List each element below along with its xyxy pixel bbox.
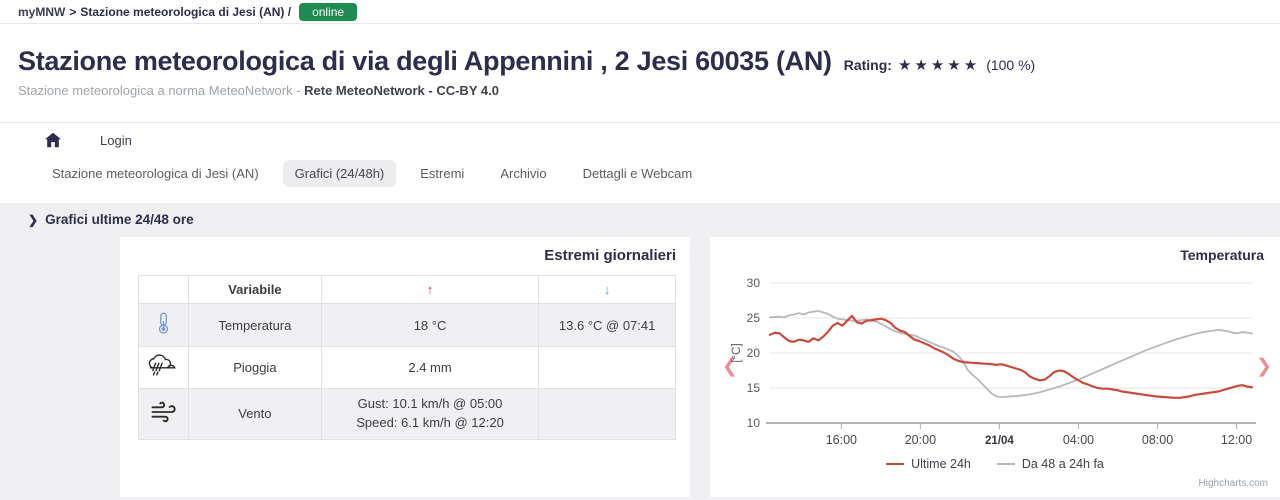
chart-title: Temperatura bbox=[1180, 247, 1264, 263]
min-value bbox=[538, 346, 676, 389]
variable-name: Temperatura bbox=[187, 303, 322, 347]
svg-text:25: 25 bbox=[747, 311, 761, 325]
tab-3[interactable]: Archivio bbox=[500, 166, 547, 181]
table-row: Vento Gust: 10.1 km/h @ 05:00 Speed: 6.1 k… bbox=[138, 388, 676, 440]
section-header[interactable]: ❯ Grafici ultime 24/48 ore bbox=[0, 203, 1280, 227]
legend-item-1[interactable]: Da 48 a 24h fa bbox=[996, 457, 1104, 471]
thermometer-icon bbox=[154, 312, 173, 340]
legend-item-0[interactable]: Ultime 24h bbox=[886, 457, 971, 471]
content-section: ❯ Grafici ultime 24/48 ore Estremi giorn… bbox=[0, 203, 1280, 500]
svg-text:08:00: 08:00 bbox=[1142, 433, 1173, 447]
column-header-variable: Variabile bbox=[187, 275, 322, 304]
breadcrumb-station[interactable]: Stazione meteorologica di Jesi (AN) / bbox=[80, 4, 292, 19]
rating-stars-icon: ★★★★★ bbox=[897, 57, 981, 74]
svg-text:20: 20 bbox=[747, 346, 761, 360]
svg-text:12:00: 12:00 bbox=[1221, 433, 1252, 447]
legend-line-icon bbox=[886, 463, 905, 465]
legend-label: Da 48 a 24h fa bbox=[1021, 457, 1104, 471]
breadcrumb-app[interactable]: myMNW bbox=[18, 4, 66, 19]
legend-label: Ultime 24h bbox=[911, 457, 971, 471]
tab-1[interactable]: Grafici (24/48h) bbox=[282, 160, 397, 187]
table-row: Pioggia 2.4 mm bbox=[138, 346, 676, 389]
extremes-table: Variabile ↑ ↓ Temperatura 18 °C 13.6 °C @ … bbox=[138, 275, 676, 440]
max-value: 2.4 mm bbox=[320, 346, 540, 389]
table-row: Temperatura 18 °C 13.6 °C @ 07:41 bbox=[138, 303, 676, 347]
min-value bbox=[538, 388, 676, 440]
svg-text:20:00: 20:00 bbox=[905, 433, 936, 447]
daily-extremes-panel: Estremi giornalieri Variabile ↑ ↓ Temper… bbox=[120, 237, 690, 497]
section-title: Grafici ultime 24/48 ore bbox=[45, 212, 194, 227]
rating-label: Rating: bbox=[843, 57, 892, 73]
max-value: Gust: 10.1 km/h @ 05:00 Speed: 6.1 km/h @… bbox=[320, 388, 540, 440]
temperature-chart-panel: Temperatura ❮ ❯ 10 15 20 25 30 16:00 20:00 21/0… bbox=[710, 237, 1280, 497]
svg-text:16:00: 16:00 bbox=[826, 433, 857, 447]
wind-icon bbox=[149, 402, 177, 429]
home-icon[interactable] bbox=[44, 132, 62, 148]
min-value: 13.6 °C @ 07:41 bbox=[538, 303, 676, 347]
tab-bar: Stazione meteorologica di Jesi (AN) Grafi… bbox=[0, 152, 1280, 197]
rating-value: (100 %) bbox=[986, 57, 1036, 73]
chart-prev-arrow[interactable]: ❮ bbox=[722, 356, 738, 377]
main-nav: Login Stazione meteorologica di Jesi (AN… bbox=[0, 122, 1280, 197]
svg-text:30: 30 bbox=[747, 276, 761, 290]
page-header: Stazione meteorologica di via degli Appe… bbox=[0, 24, 1280, 98]
max-arrow-up-icon: ↑ bbox=[320, 275, 540, 304]
chart-next-arrow[interactable]: ❯ bbox=[1256, 356, 1272, 377]
breadcrumb-separator: > bbox=[69, 4, 77, 19]
page-title: Stazione meteorologica di via degli Appe… bbox=[18, 46, 832, 76]
subtitle-strong: Rete MeteoNetwork - CC-BY 4.0 bbox=[304, 83, 499, 98]
tab-0[interactable]: Stazione meteorologica di Jesi (AN) bbox=[52, 166, 259, 181]
svg-text:[°C]: [°C] bbox=[731, 343, 743, 362]
variable-name: Vento bbox=[187, 388, 322, 440]
rating: Rating: ★★★★★ (100 %) bbox=[844, 56, 1036, 74]
variable-name: Pioggia bbox=[187, 346, 322, 389]
breadcrumb: myMNW > Stazione meteorologica di Jesi (… bbox=[0, 0, 1280, 24]
tab-2[interactable]: Estremi bbox=[420, 166, 465, 181]
page-subtitle: Stazione meteorologica a norma MeteoNetw… bbox=[18, 83, 1280, 98]
subtitle-muted: Stazione meteorologica a norma MeteoNetw… bbox=[18, 83, 305, 98]
panel-title: Estremi giornalieri bbox=[544, 247, 676, 264]
chart-legend: Ultime 24h Da 48 a 24h fa bbox=[710, 457, 1280, 471]
login-link[interactable]: Login bbox=[100, 132, 132, 148]
svg-text:15: 15 bbox=[747, 381, 761, 395]
chevron-right-icon: ❯ bbox=[28, 212, 39, 227]
svg-text:21/04: 21/04 bbox=[985, 435, 1014, 447]
legend-line-icon bbox=[996, 463, 1015, 465]
svg-text:10: 10 bbox=[747, 416, 761, 430]
status-badge: online bbox=[299, 2, 358, 21]
tab-4[interactable]: Dettagli e Webcam bbox=[582, 166, 693, 181]
rain-icon bbox=[147, 354, 179, 382]
temperature-chart: 10 15 20 25 30 16:00 20:00 21/04 04:00 08:00 12:00… bbox=[731, 276, 1256, 447]
svg-text:04:00: 04:00 bbox=[1063, 433, 1094, 447]
max-value: 18 °C bbox=[320, 303, 540, 347]
min-arrow-down-icon: ↓ bbox=[538, 275, 676, 304]
highcharts-credits[interactable]: Highcharts.com bbox=[1198, 478, 1268, 489]
column-header-icon bbox=[138, 275, 189, 304]
